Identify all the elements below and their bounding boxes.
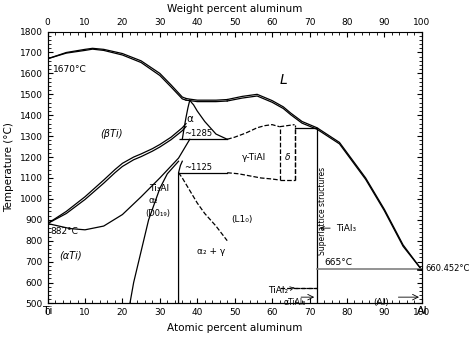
Text: Ti₃Al: Ti₃Al <box>149 184 169 193</box>
X-axis label: Weight percent aluminum: Weight percent aluminum <box>167 4 302 14</box>
Text: ~1125: ~1125 <box>184 163 212 172</box>
Text: γ-TiAl: γ-TiAl <box>242 153 266 161</box>
Text: (αTi): (αTi) <box>59 250 82 260</box>
Text: α₂ + γ: α₂ + γ <box>197 247 226 256</box>
Text: 660.452°C: 660.452°C <box>426 264 470 273</box>
Y-axis label: Temperature (°C): Temperature (°C) <box>4 123 14 212</box>
Text: Superlattice structures: Superlattice structures <box>318 167 327 255</box>
Text: α₂: α₂ <box>149 196 158 206</box>
Text: (Al): (Al) <box>373 298 389 307</box>
X-axis label: Atomic percent aluminum: Atomic percent aluminum <box>167 323 302 333</box>
Text: (βTi): (βTi) <box>100 129 122 139</box>
Text: (D0₁₉): (D0₁₉) <box>145 209 170 218</box>
Text: ~1285: ~1285 <box>184 129 212 138</box>
Text: δ: δ <box>285 153 291 161</box>
Text: Al: Al <box>417 306 427 316</box>
Text: TiAl₃: TiAl₃ <box>321 224 356 233</box>
Text: Ti: Ti <box>43 306 52 316</box>
Text: αTiAl₃: αTiAl₃ <box>283 298 306 307</box>
Text: (L1₀): (L1₀) <box>231 215 252 224</box>
Text: α: α <box>186 114 193 124</box>
Text: 1670°C: 1670°C <box>53 65 87 74</box>
Text: 665°C: 665°C <box>325 258 353 268</box>
Text: TiAl₂: TiAl₂ <box>268 286 294 295</box>
Text: 882°C: 882°C <box>51 227 79 236</box>
Text: L: L <box>280 73 287 87</box>
